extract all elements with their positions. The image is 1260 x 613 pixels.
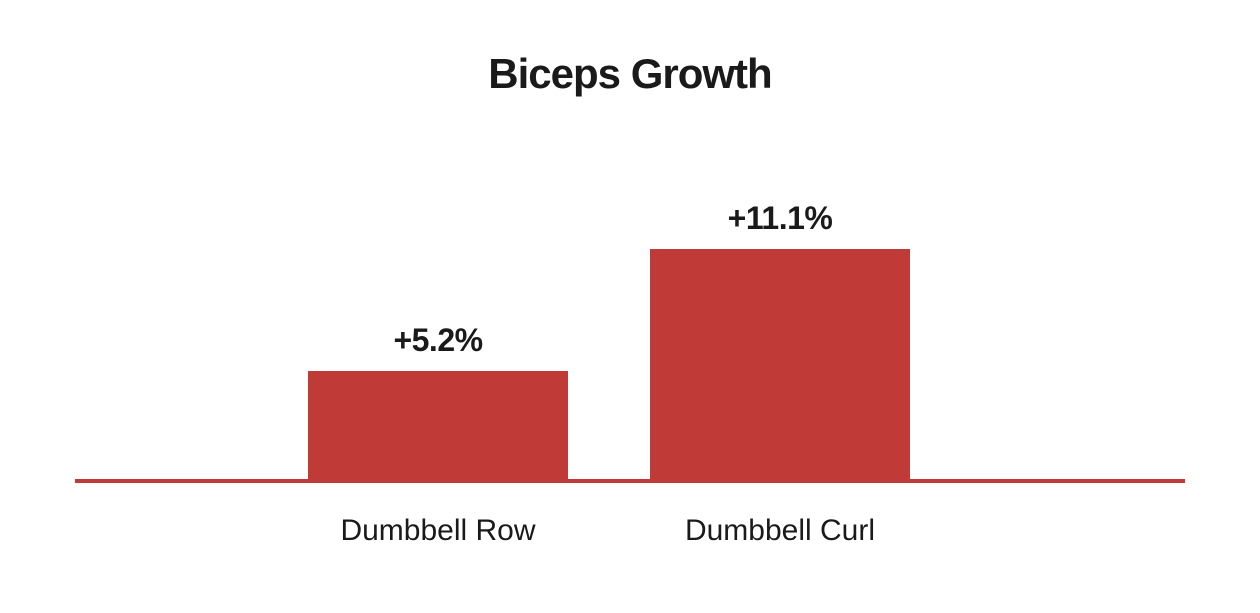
bar-value-label-0: +5.2% <box>393 322 482 359</box>
chart-bars-area: +5.2% +11.1% <box>75 159 1185 479</box>
x-axis <box>75 479 1185 483</box>
bar-value-label-1: +11.1% <box>728 200 833 237</box>
bar-group-1: +11.1% <box>650 200 910 479</box>
bar-0 <box>308 371 568 479</box>
bar-1 <box>650 249 910 479</box>
bar-group-0: +5.2% <box>308 322 568 479</box>
chart-container: Biceps Growth +5.2% +11.1% Dumbbell Row … <box>0 0 1260 613</box>
bar-category-label-0: Dumbbell Row <box>340 514 535 548</box>
bar-category-label-1: Dumbbell Curl <box>685 514 875 548</box>
chart-title: Biceps Growth <box>0 50 1260 98</box>
